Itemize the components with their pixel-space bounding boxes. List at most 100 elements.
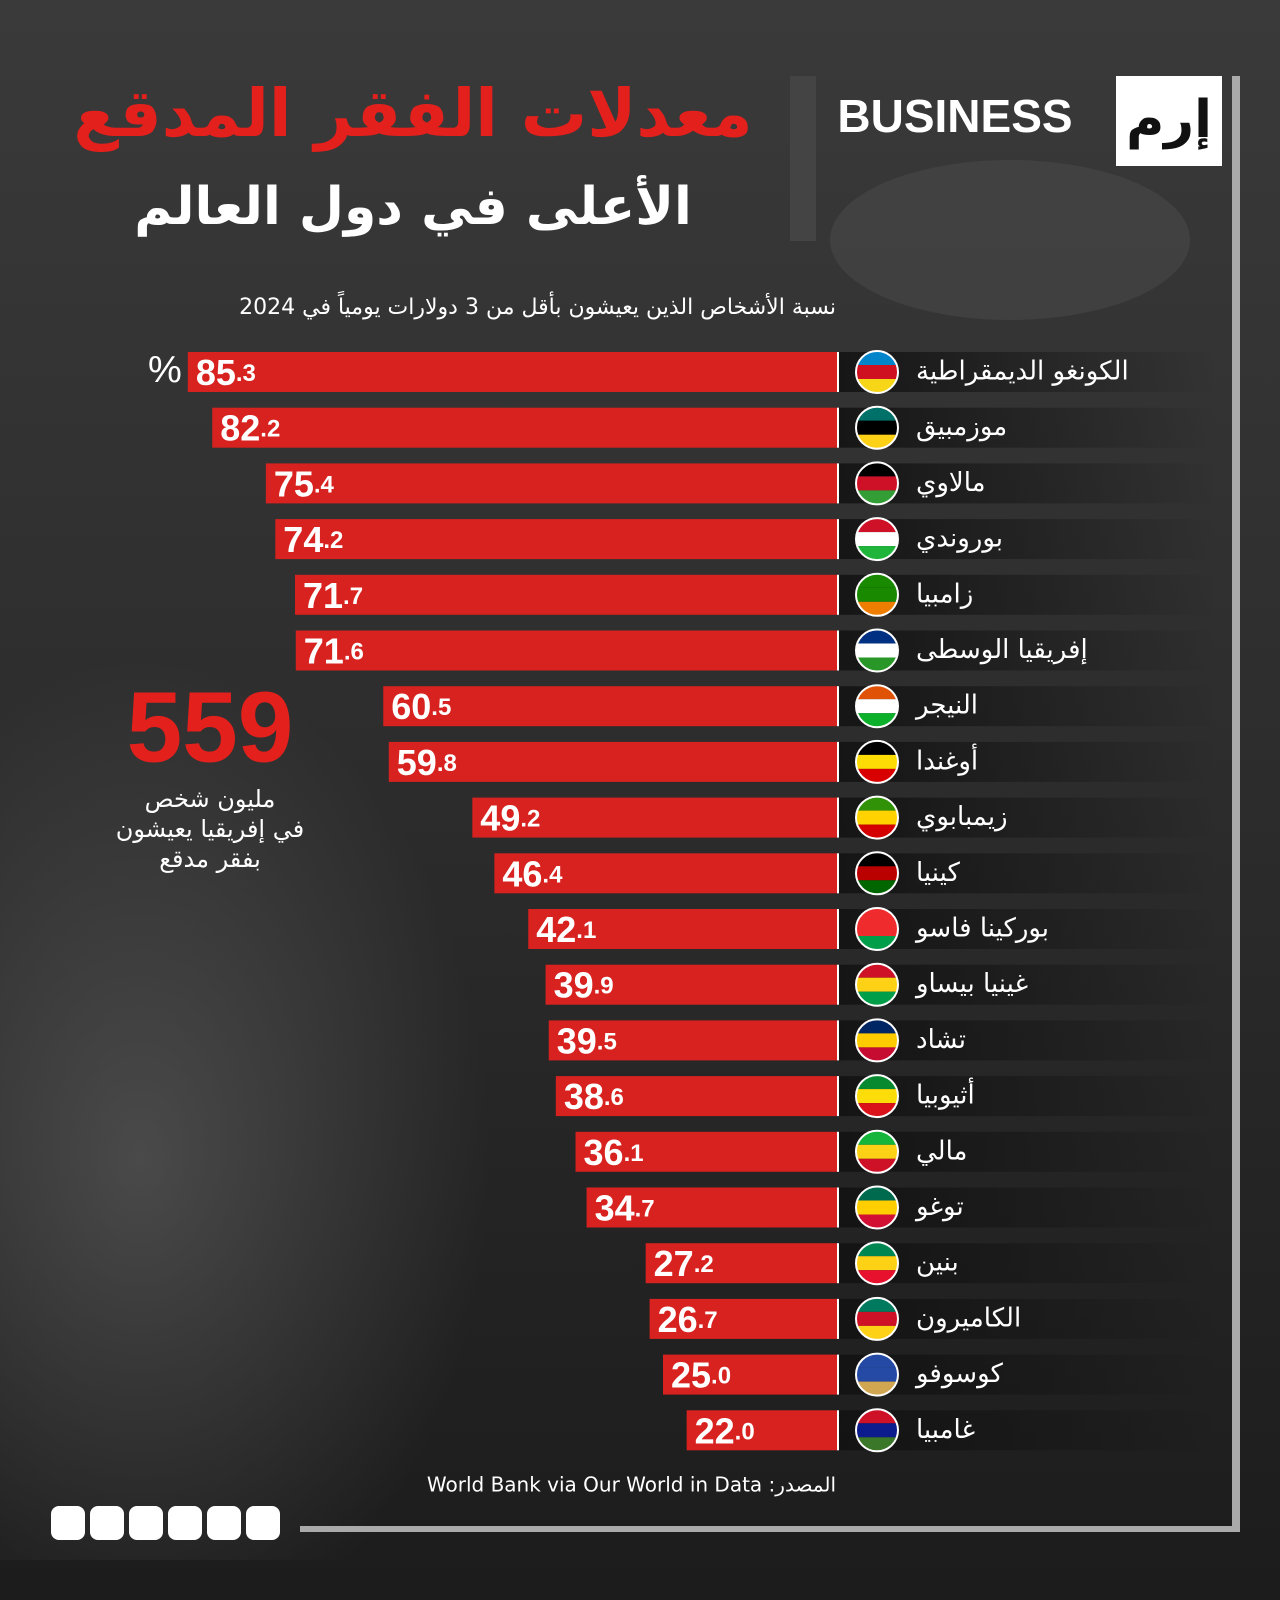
logo-box <box>1116 76 1222 166</box>
value-label: 74.2 <box>283 519 343 560</box>
flag-stripe <box>856 1144 898 1159</box>
icon-snapchat[interactable] <box>207 1506 241 1540</box>
bar <box>649 1298 838 1339</box>
flag-ring <box>855 1241 899 1286</box>
value-dec: .7 <box>343 583 363 610</box>
bar <box>212 407 838 448</box>
value-int: 85 <box>196 352 236 393</box>
value-dec: .2 <box>260 416 280 443</box>
chart-title: معدلات الفقر المدقع <box>73 75 752 152</box>
bar <box>295 630 838 671</box>
flag-stripe <box>856 420 898 435</box>
flag-stripe <box>856 699 898 714</box>
flag-stripe <box>856 922 898 936</box>
category-label: زامبيا <box>916 579 973 609</box>
value-int: 27 <box>654 1243 694 1284</box>
value-dec: .5 <box>597 1029 617 1056</box>
row-strip <box>838 1243 1218 1284</box>
flag-ring <box>855 1296 899 1341</box>
flag-stripe <box>856 1089 898 1104</box>
category-label: بنين <box>916 1248 959 1278</box>
flag-stripe <box>856 1033 898 1048</box>
icon-instagram[interactable] <box>90 1506 124 1540</box>
value-int: 46 <box>502 853 542 894</box>
flag-stripe <box>856 587 898 602</box>
icon-youtube[interactable] <box>246 1506 280 1540</box>
flag-ring <box>855 907 899 951</box>
value-int: 71 <box>303 574 343 615</box>
bar <box>383 686 838 727</box>
flag-ring <box>855 628 899 673</box>
chart-subtitle: الأعلى في دول العالم <box>134 174 692 237</box>
chart-note: نسبة الأشخاص الذين يعيشون بأقل من 3 دولا… <box>239 290 836 320</box>
flag-ring <box>855 851 899 896</box>
value-dec: .2 <box>323 527 343 554</box>
category-label: موزمبيق <box>916 412 1007 442</box>
value-label: 22.0 <box>695 1410 755 1451</box>
row-strip <box>838 1076 1218 1117</box>
unit-label: % <box>148 349 182 391</box>
frame-right <box>1232 76 1240 1532</box>
icon-facebook[interactable] <box>51 1506 85 1540</box>
category-label: النيجر <box>914 691 978 721</box>
flag-ring <box>855 461 899 506</box>
callout-text: مليون شخص <box>145 785 276 813</box>
flag-ring <box>855 795 899 840</box>
value-dec: .7 <box>635 1196 655 1223</box>
category-label: مالي <box>916 1136 967 1166</box>
value-label: 34.7 <box>595 1187 655 1228</box>
value-dec: .8 <box>437 750 457 777</box>
bar <box>275 519 839 560</box>
bar <box>663 1354 838 1395</box>
value-label: 26.7 <box>658 1298 718 1339</box>
value-label: 25.0 <box>671 1354 731 1395</box>
flag-ring <box>855 405 899 450</box>
flag-ring <box>855 1352 899 1397</box>
value-int: 82 <box>220 407 260 448</box>
value-dec: .6 <box>604 1084 624 1111</box>
value-dec: .2 <box>694 1252 714 1279</box>
flag-ring <box>855 739 899 784</box>
value-dec: .1 <box>576 917 596 944</box>
icon-x[interactable] <box>129 1506 163 1540</box>
bar <box>686 1410 838 1451</box>
value-label: 27.2 <box>654 1243 714 1284</box>
category-label: غامبيا <box>916 1415 975 1445</box>
category-label: الكاميرون <box>916 1303 1021 1333</box>
value-int: 39 <box>554 964 594 1005</box>
category-label: أثيوبيا <box>916 1077 975 1111</box>
flag-stripe <box>856 365 898 379</box>
value-int: 39 <box>557 1020 597 1061</box>
row-strip <box>838 853 1218 894</box>
category-label: تشاد <box>916 1025 966 1055</box>
category-label: بوركينا فاسو <box>914 914 1049 944</box>
row-strip <box>838 1131 1218 1172</box>
flag-stripe <box>856 1256 898 1271</box>
flag-stripe <box>856 810 898 825</box>
bar <box>472 797 838 838</box>
value-label: 59.8 <box>397 741 457 782</box>
flag-stripe <box>856 977 898 992</box>
brand-mark: إرم <box>1126 90 1212 150</box>
bar <box>494 853 838 894</box>
icon-tiktok[interactable] <box>168 1506 202 1540</box>
row-strip <box>838 352 1218 392</box>
value-label: 36.1 <box>584 1131 644 1172</box>
category-label: غينيا بيساو <box>914 969 1028 999</box>
frame-bottom <box>300 1526 1240 1532</box>
category-label: كوسوفو <box>914 1359 1004 1389</box>
row-strip <box>838 630 1218 671</box>
value-dec: .0 <box>735 1419 755 1446</box>
row-strip <box>838 1187 1218 1228</box>
category-label: بوروندي <box>916 524 1003 554</box>
value-dec: .4 <box>314 472 335 499</box>
category-label: أوغندا <box>916 742 978 776</box>
flag-ring <box>855 350 899 394</box>
flag-ring <box>855 1408 899 1453</box>
value-label: 38.6 <box>564 1076 624 1117</box>
flag-ring <box>855 572 899 617</box>
value-int: 36 <box>584 1131 624 1172</box>
value-int: 25 <box>671 1354 711 1395</box>
callout-number: 559 <box>127 671 294 783</box>
row-strip <box>838 686 1218 727</box>
